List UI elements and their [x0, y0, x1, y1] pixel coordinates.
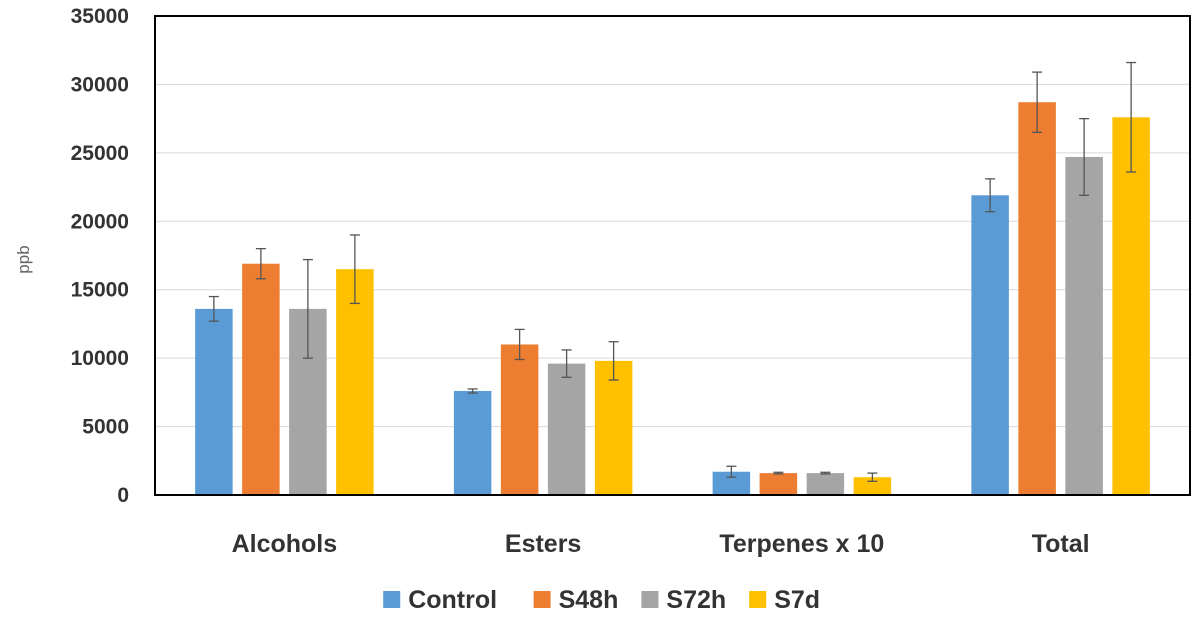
legend-item-s48h: S48h	[533, 586, 619, 614]
error-bar-alcohols-s48h	[255, 248, 266, 280]
error-bar-total-s72h	[1079, 117, 1090, 196]
error-bar-alcohols-s7d	[349, 234, 360, 305]
bars	[195, 102, 1150, 496]
legend-swatch-control	[383, 591, 401, 608]
bar-total-s48h	[1018, 102, 1056, 495]
error-bar-esters-s48h	[514, 328, 525, 361]
x-category-label-esters: Esters	[505, 530, 581, 558]
error-bar-terpenes-x-10-s48h	[773, 471, 784, 475]
bar-esters-control	[453, 390, 492, 495]
error-bar-alcohols-s72h	[302, 258, 313, 359]
bar-total-control	[971, 195, 1009, 496]
bar-esters-s7d	[594, 360, 633, 495]
error-bar-esters-control	[467, 388, 478, 394]
bar-total-s72h	[1065, 156, 1103, 495]
bar-terpenes-x-10-s48h	[759, 473, 798, 495]
error-bar-terpenes-x-10-s72h	[820, 471, 831, 475]
legend: Control S48h S72h S7d	[383, 586, 820, 614]
legend-item-control: Control	[383, 586, 497, 614]
y-tick-label-20000: 20000	[71, 210, 129, 233]
legend-label-s7d: S7d	[774, 586, 820, 614]
bar-esters-s48h	[500, 344, 539, 495]
error-bar-esters-s7d	[608, 341, 619, 381]
legend-swatch-s48h	[533, 591, 551, 608]
y-axis-ticks: 0 5000 10000 15000 20000 25000 30000 35000	[71, 5, 129, 507]
y-tick-label-15000: 15000	[71, 279, 129, 302]
bar-terpenes-x-10-s7d	[853, 477, 892, 495]
bar-alcohols-s48h	[242, 263, 280, 495]
gridlines	[155, 83, 1190, 428]
y-tick-label-5000: 5000	[82, 416, 129, 439]
bar-terpenes-x-10-s72h	[806, 473, 845, 495]
bar-alcohols-s7d	[336, 269, 374, 495]
legend-label-s48h: S48h	[559, 586, 619, 614]
error-bar-terpenes-x-10-control	[726, 465, 737, 478]
bar-alcohols-control	[195, 308, 233, 495]
legend-item-s7d: S7d	[749, 586, 820, 614]
x-category-label-terpenes-x-10: Terpenes x 10	[719, 530, 884, 558]
error-bar-terpenes-x-10-s7d	[867, 472, 878, 482]
plot-area-frame	[154, 15, 1191, 496]
y-tick-label-30000: 30000	[71, 73, 129, 96]
legend-swatch-s72h	[641, 591, 659, 608]
legend-label-control: Control	[408, 586, 497, 614]
y-tick-label-25000: 25000	[71, 142, 129, 165]
legend-item-s72h: S72h	[641, 586, 726, 614]
error-bar-esters-s72h	[561, 349, 572, 378]
bar-terpenes-x-10-control	[712, 471, 751, 495]
x-category-label-alcohols: Alcohols	[232, 530, 338, 558]
y-tick-label-35000: 35000	[71, 5, 129, 28]
y-tick-label-10000: 10000	[71, 347, 129, 370]
legend-label-s72h: S72h	[666, 586, 726, 614]
error-bar-total-s7d	[1126, 61, 1137, 173]
y-axis-title: ppb	[14, 245, 33, 273]
x-axis-categories: Alcohols Esters Terpenes x 10 Total	[232, 530, 1090, 558]
error-bar-total-s48h	[1032, 71, 1043, 133]
bar-total-s7d	[1112, 117, 1150, 495]
y-tick-label-0: 0	[117, 484, 129, 507]
legend-swatch-s7d	[749, 591, 767, 608]
error-bar-total-control	[985, 178, 996, 213]
error-bar-alcohols-control	[208, 295, 219, 322]
bar-esters-s72h	[547, 363, 586, 495]
x-category-label-total: Total	[1032, 530, 1090, 558]
error-bars	[208, 61, 1137, 482]
